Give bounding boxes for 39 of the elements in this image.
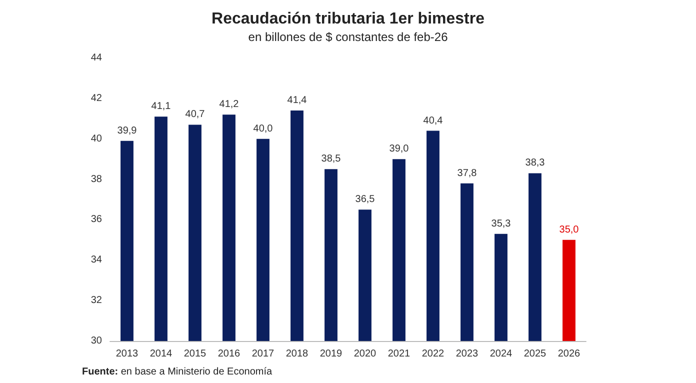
x-tick-label: 2014 [150, 348, 173, 360]
x-tick-label: 2022 [422, 348, 445, 360]
x-tick-label: 2017 [252, 348, 275, 360]
y-tick-label: 30 [90, 336, 102, 346]
y-tick-label: 44 [90, 52, 102, 64]
source-note: Fuente: en base a Ministerio de Economía [82, 366, 273, 378]
x-tick-label: 2013 [116, 348, 139, 360]
chart-subtitle: en billones de $ constantes de feb-26 [248, 30, 448, 44]
data-label: 35,3 [491, 218, 512, 230]
data-label: 41,2 [219, 99, 240, 110]
x-tick-label: 2018 [286, 348, 309, 360]
y-tick-label: 38 [90, 174, 102, 185]
data-label: 38,3 [525, 158, 546, 169]
data-label: 40,4 [423, 115, 444, 126]
data-label: 38,5 [321, 154, 342, 165]
x-tick-label: 2023 [456, 348, 479, 360]
x-tick-label: 2024 [490, 348, 513, 360]
chart-title: Recaudación tributaria 1er bimestre [212, 10, 485, 28]
data-label: 35,0 [559, 224, 580, 236]
data-label: 37,8 [457, 168, 478, 179]
x-tick-label: 2020 [354, 348, 377, 360]
x-tick-label: 2026 [558, 348, 581, 360]
y-tick-label: 32 [90, 295, 102, 306]
data-label: 41,4 [287, 95, 308, 106]
x-tick-label: 2021 [388, 348, 411, 360]
y-tick-label: 34 [90, 254, 102, 266]
data-label: 40,0 [253, 123, 274, 134]
data-label: 39,9 [117, 125, 138, 136]
data-label: 41,1 [151, 101, 172, 112]
data-label: 36,5 [355, 194, 376, 206]
x-tick-label: 2015 [184, 348, 207, 360]
x-tick-label: 2025 [524, 348, 547, 360]
y-tick-label: 36 [90, 214, 102, 226]
x-tick-label: 2016 [218, 348, 241, 360]
y-tick-label: 42 [90, 92, 102, 104]
x-tick-label: 2019 [320, 348, 343, 360]
data-label: 39,0 [389, 144, 410, 155]
y-tick-label: 40 [90, 133, 102, 144]
data-label: 40,7 [185, 109, 206, 120]
